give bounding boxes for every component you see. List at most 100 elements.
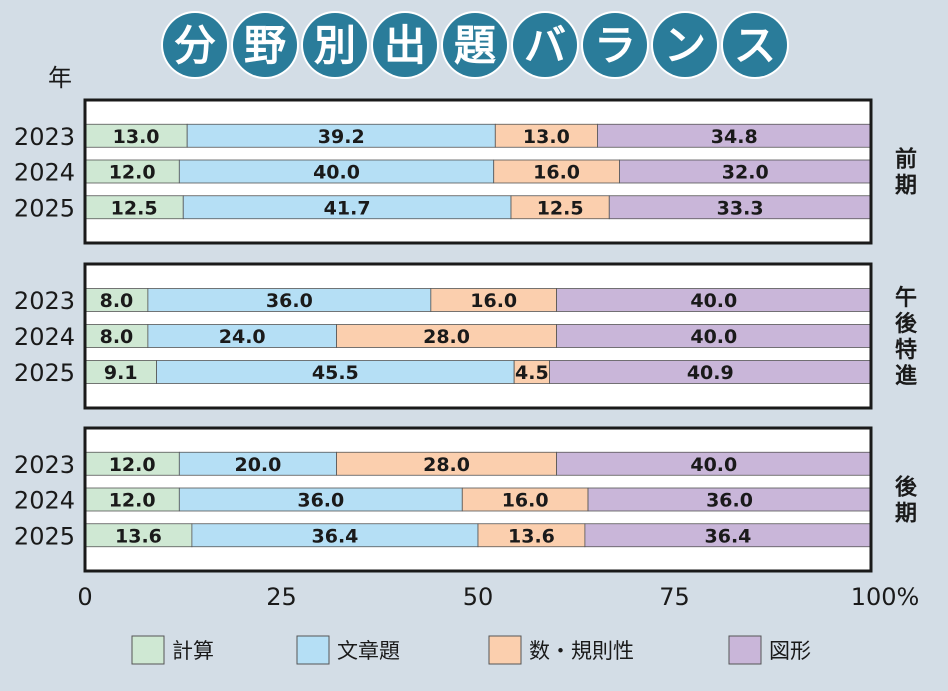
legend-item: 文章題 bbox=[296, 635, 400, 665]
data-label: 20.0 bbox=[234, 454, 281, 476]
year-label: 2023 bbox=[14, 123, 75, 151]
data-label: 16.0 bbox=[470, 290, 517, 312]
data-label: 45.5 bbox=[312, 362, 359, 384]
legend-swatch bbox=[296, 635, 330, 665]
x-tick-label: 100% bbox=[851, 583, 920, 611]
data-label: 28.0 bbox=[423, 326, 470, 348]
group-frame bbox=[83, 98, 873, 245]
group-frames bbox=[83, 98, 873, 573]
data-label: 16.0 bbox=[502, 490, 549, 512]
legend-item: 数・規則性 bbox=[488, 635, 634, 665]
bars bbox=[84, 100, 872, 571]
group-frame bbox=[83, 426, 873, 573]
data-label: 41.7 bbox=[324, 197, 371, 219]
group-label-char: 特 bbox=[895, 337, 917, 363]
legend-swatch bbox=[488, 635, 522, 665]
data-label: 9.1 bbox=[104, 362, 138, 384]
labels: 13.0 39.2 13.0 34.8 2023 12.0 40.0 16.0 32.0 2024… bbox=[14, 123, 918, 551]
data-label: 12.5 bbox=[111, 197, 158, 219]
data-label: 13.6 bbox=[115, 525, 162, 547]
year-label: 2024 bbox=[14, 159, 75, 187]
data-label: 24.0 bbox=[219, 326, 266, 348]
data-label: 36.0 bbox=[297, 490, 344, 512]
data-label: 12.0 bbox=[109, 490, 156, 512]
legend-label: 図形 bbox=[769, 639, 811, 663]
data-label: 16.0 bbox=[533, 162, 580, 184]
group-label: 前期 bbox=[895, 147, 917, 199]
data-label: 13.0 bbox=[523, 126, 570, 148]
legend-label: 文章題 bbox=[337, 639, 400, 663]
title-circle bbox=[723, 13, 787, 77]
group-label-char: 期 bbox=[895, 502, 917, 527]
group-label-char: 期 bbox=[895, 174, 917, 199]
data-label: 12.0 bbox=[109, 162, 156, 184]
legend-swatch bbox=[728, 635, 762, 665]
x-axis-ticks: 0 25 50 75 100% bbox=[77, 583, 919, 611]
data-label: 28.0 bbox=[423, 454, 470, 476]
data-label: 36.0 bbox=[266, 290, 313, 312]
title-character: 分 bbox=[174, 21, 216, 70]
data-label: 33.3 bbox=[717, 197, 764, 219]
title-character: ス bbox=[734, 21, 776, 70]
year-label: 2025 bbox=[14, 522, 75, 550]
legend-label: 数・規則性 bbox=[529, 639, 634, 663]
data-label: 36.4 bbox=[312, 525, 359, 547]
title-circle bbox=[513, 13, 577, 77]
legend-label: 計算 bbox=[172, 639, 214, 663]
group-label-char: 後 bbox=[895, 475, 918, 501]
chart-title: 分野別出題バランス bbox=[161, 11, 789, 79]
group-label: 後期 bbox=[895, 475, 918, 527]
data-label: 40.0 bbox=[690, 454, 737, 476]
data-label: 32.0 bbox=[722, 162, 769, 184]
title-circle bbox=[303, 13, 367, 77]
year-label: 2025 bbox=[14, 194, 75, 222]
group-label-char: 前 bbox=[895, 147, 917, 173]
data-label: 8.0 bbox=[100, 326, 134, 348]
legend-item: 図形 bbox=[728, 635, 811, 665]
title-character: ラ bbox=[594, 21, 636, 70]
title-circle bbox=[443, 13, 507, 77]
legend-swatch bbox=[131, 635, 165, 665]
data-label: 8.0 bbox=[100, 290, 134, 312]
title-character: 別 bbox=[314, 21, 356, 70]
title-character: 野 bbox=[244, 21, 286, 70]
title-character: 出 bbox=[384, 21, 426, 70]
group-label-char: 進 bbox=[895, 364, 917, 389]
legend-item: 計算 bbox=[131, 635, 214, 665]
title-character: バ bbox=[524, 21, 566, 70]
data-label: 39.2 bbox=[318, 126, 365, 148]
x-tick-label: 25 bbox=[266, 583, 297, 611]
group-label-char: 後 bbox=[895, 311, 918, 337]
y-unit-label: 年 bbox=[48, 64, 72, 92]
data-label: 34.8 bbox=[711, 126, 758, 148]
data-label: 40.0 bbox=[690, 326, 737, 348]
group-frame bbox=[83, 262, 873, 410]
data-label: 40.0 bbox=[690, 290, 737, 312]
title-character: 題 bbox=[454, 21, 496, 70]
year-label: 2023 bbox=[14, 451, 75, 479]
data-label: 13.6 bbox=[508, 525, 555, 547]
data-label: 4.5 bbox=[515, 362, 549, 384]
legend: 計算 文章題 数・規則性 図形 bbox=[131, 635, 811, 665]
x-tick-label: 50 bbox=[463, 583, 494, 611]
x-tick-label: 0 bbox=[77, 583, 92, 611]
data-label: 12.5 bbox=[537, 197, 584, 219]
title-circle bbox=[583, 13, 647, 77]
group-label-char: 午 bbox=[895, 285, 917, 311]
data-label: 40.9 bbox=[687, 362, 734, 384]
year-label: 2024 bbox=[14, 487, 75, 515]
title-circle bbox=[373, 13, 437, 77]
title-circle bbox=[233, 13, 297, 77]
data-label: 12.0 bbox=[109, 454, 156, 476]
year-label: 2025 bbox=[14, 359, 75, 387]
title-circle bbox=[653, 13, 717, 77]
year-label: 2024 bbox=[14, 323, 75, 351]
data-label: 40.0 bbox=[313, 162, 360, 184]
data-label: 36.4 bbox=[705, 525, 752, 547]
title-circle bbox=[163, 13, 227, 77]
x-tick-label: 75 bbox=[659, 583, 690, 611]
title-character: ン bbox=[664, 21, 706, 70]
data-label: 13.0 bbox=[113, 126, 160, 148]
